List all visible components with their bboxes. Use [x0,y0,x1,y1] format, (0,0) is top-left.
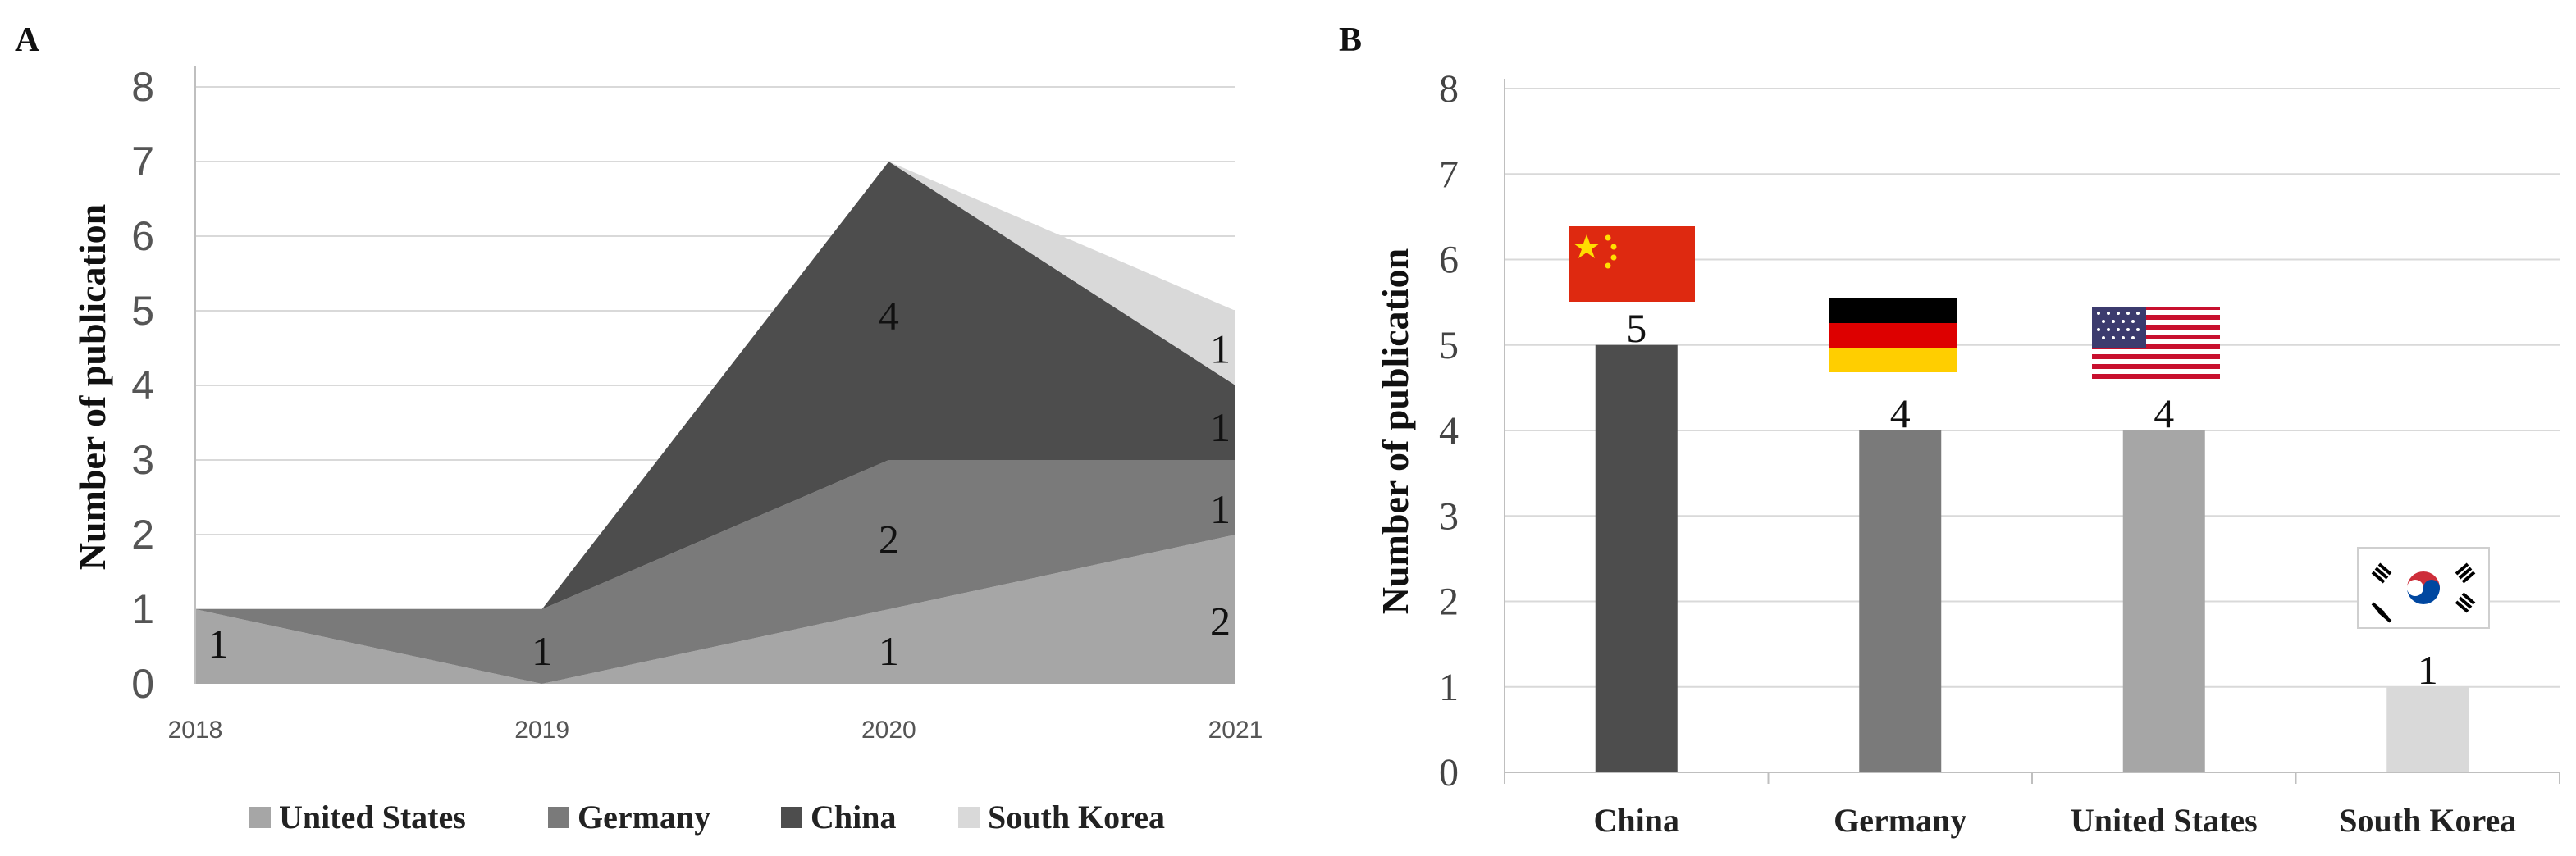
legend-label: Germany [578,799,710,836]
y-tick-label: 1 [1439,666,1459,709]
y-tick-label: 1 [131,586,154,632]
y-tick-label: 5 [131,288,154,334]
y-tick-label: 0 [131,661,154,707]
bar-chart-panel: 0 1 2 3 4 5 6 7 8 China Germany United States South… [1374,67,2560,839]
y-tick-label: 5 [1439,324,1459,367]
y-tick-label: 7 [131,139,154,184]
y-tick-label: 4 [131,362,154,408]
data-label: 1 [1210,326,1231,372]
y-axis-title: Number of publication [1374,248,1416,614]
panel-label-b: B [1339,21,1362,59]
x-tick-label: Germany [1834,802,1966,839]
x-tick-label: 2019 [514,717,569,744]
bar-south-korea [2386,686,2469,772]
china-flag [1569,226,1695,302]
bar-united-states [2122,430,2205,772]
data-label: 1 [208,621,229,667]
legend-swatch [249,807,271,828]
y-tick-label: 4 [1439,409,1459,453]
data-label: 1 [1210,486,1231,532]
bar-china [1595,344,1678,772]
area-china [195,162,1235,609]
y-tick-label: 2 [1439,581,1459,624]
bars [1595,344,2469,772]
data-label: 2 [879,517,899,562]
x-tick-label: 2018 [168,717,223,744]
legend-swatch [958,807,980,828]
legend: United States Germany China South Korea [249,799,1165,836]
y-tick-label: 2 [131,512,154,558]
legend-label: South Korea [988,799,1165,836]
data-label: 1 [879,628,899,674]
germany-flag [1829,298,1957,372]
data-label: 2 [1210,599,1231,644]
x-tick-label: 2020 [861,717,916,744]
y-tick-label: 8 [1439,67,1459,111]
area-series [195,162,1235,684]
value-label: 4 [2154,390,2174,436]
bar-germany [1859,430,1942,772]
y-tick-label: 3 [131,437,154,483]
x-tick-label: United States [2071,802,2258,839]
value-label: 4 [1890,390,1911,436]
y-tick-labels: 0 1 2 3 4 5 6 7 8 [1439,67,1459,795]
y-tick-label: 0 [1439,751,1459,795]
area-united-states [195,535,1235,684]
data-label: 1 [1210,404,1231,450]
x-tick-label: 2021 [1208,717,1263,744]
panel-label-a: A [15,21,40,59]
legend-label: China [811,799,897,836]
legend-swatch [548,807,569,828]
value-labels: 5 4 4 1 [1626,305,2438,693]
y-tick-label: 7 [1439,153,1459,196]
legend-swatch [781,807,802,828]
y-tick-label: 3 [1439,494,1459,538]
area-germany [195,460,1235,684]
usa-flag [2092,307,2220,384]
value-label: 5 [1626,305,1647,351]
y-tick-label: 6 [1439,239,1459,282]
y-tick-label: 8 [131,64,154,110]
area-chart-panel: 0 1 2 3 4 5 6 7 8 2018 2019 2020 2021 Number of pub… [71,64,1263,836]
data-labels: 1 1 1 2 4 2 1 1 1 [208,293,1231,675]
south-korea-flag [2357,547,2490,629]
data-label: 1 [532,628,552,674]
value-label: 1 [2418,647,2438,693]
x-tick-labels: 2018 2019 2020 2021 [168,717,1263,744]
x-tick-label: China [1594,802,1680,839]
y-tick-labels: 0 1 2 3 4 5 6 7 8 [131,64,154,707]
y-tick-label: 6 [131,213,154,259]
data-label: 4 [879,293,899,339]
x-tick-label: South Korea [2339,802,2516,839]
x-tick-labels: China Germany United States South Korea [1594,802,2517,839]
legend-label: United States [279,799,466,836]
y-axis-title: Number of publication [71,204,113,570]
